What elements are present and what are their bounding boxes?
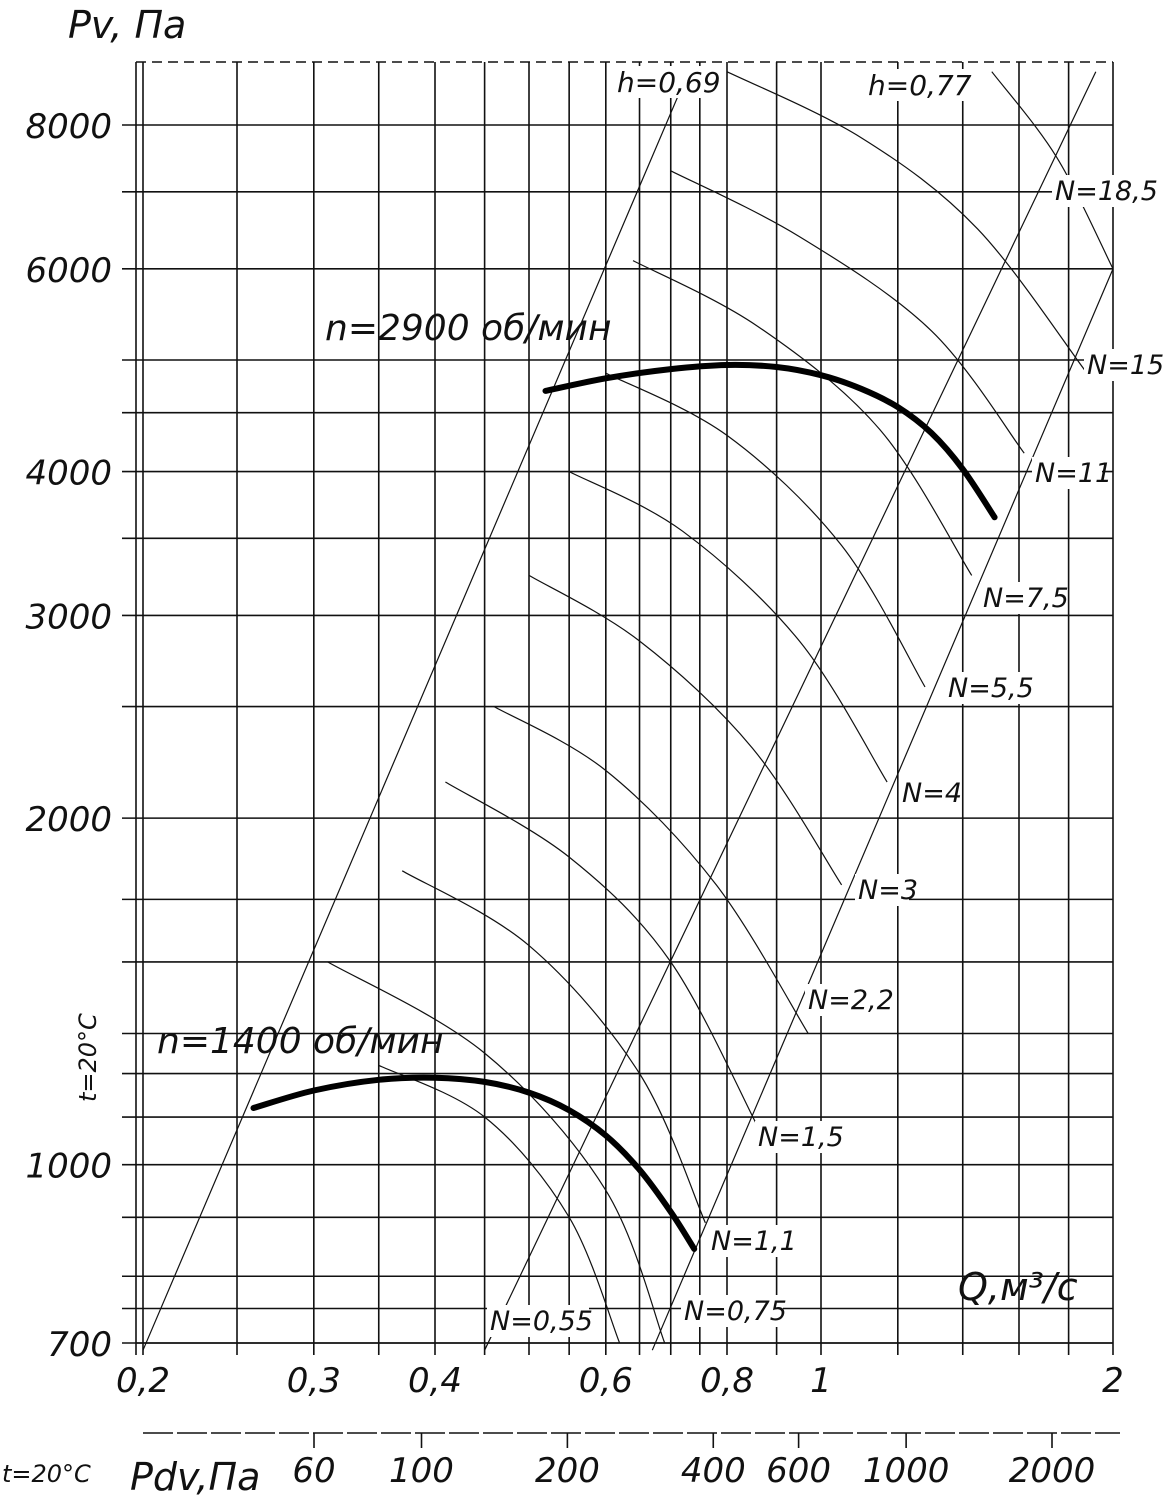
y-tick-label: 2000	[25, 800, 112, 840]
efficiency-line	[651, 268, 1114, 1351]
label-background	[708, 1225, 794, 1257]
power-curve	[493, 705, 809, 1034]
power-label: N=18,5	[1055, 176, 1158, 207]
x-tick-label: 2	[1102, 1361, 1124, 1401]
efficiency-label: h=0,77	[868, 69, 972, 102]
power-label: N=1,5	[758, 1122, 844, 1153]
pdv-tick-label: 400	[681, 1451, 746, 1491]
pdv-tick-label: 1000	[863, 1451, 950, 1491]
x-tick-label: 0,4	[408, 1361, 462, 1401]
efficiency-line	[142, 71, 689, 1351]
label-background	[487, 1305, 589, 1337]
x-tick-label: 0,6	[579, 1361, 633, 1401]
y-tick-label: 6000	[25, 251, 112, 291]
power-curves	[327, 71, 1114, 1344]
x-tick-label: 0,2	[116, 1361, 170, 1401]
power-label: N=2,2	[808, 985, 894, 1016]
label-background	[681, 1295, 783, 1327]
power-curve	[726, 71, 1086, 371]
power-label: N=3	[858, 875, 918, 906]
efficiency-label: h=0,69	[617, 66, 721, 99]
label-background	[855, 874, 909, 906]
y-tick-label: 3000	[25, 597, 112, 637]
pdv-tick-label: 2000	[1009, 1451, 1096, 1491]
power-label: N=15	[1087, 350, 1164, 381]
power-label: N=11	[1035, 458, 1112, 489]
power-label: N=5,5	[948, 673, 1034, 704]
y-axis-title: Pv, Па	[68, 3, 186, 47]
label-background	[805, 984, 891, 1016]
chart-grid	[122, 61, 1120, 1448]
pdv-tick-label: 100	[389, 1451, 454, 1491]
label-background	[980, 582, 1066, 614]
efficiency-line	[484, 71, 1097, 1351]
power-label: N=0,55	[490, 1306, 593, 1337]
label-background	[1052, 175, 1154, 207]
power-curve	[568, 471, 888, 783]
pdv-axis-title: Pdv,Па	[130, 1455, 260, 1499]
speed-curve	[250, 1074, 698, 1252]
label-background	[615, 66, 715, 98]
pdv-tick-label: 60	[292, 1451, 335, 1491]
power-curve	[327, 961, 666, 1344]
pdv-tick-label: 600	[766, 1451, 831, 1491]
y-tick-label: 700	[47, 1325, 112, 1365]
y-tick-label: 4000	[25, 454, 112, 494]
power-curve	[445, 781, 759, 1127]
chart-labels: Pv, Па Q,м³/с Pdv,Па t=20°C t=20°C 700 1000 200…	[2, 3, 1164, 1499]
power-curve	[528, 574, 843, 886]
temperature-label-bottom: t=20°C	[2, 1460, 91, 1488]
power-curve	[605, 372, 926, 688]
speed-curves	[250, 361, 998, 1252]
power-curve	[401, 870, 706, 1224]
series-label: n=2900 об/мин	[325, 308, 612, 349]
efficiency-lines	[142, 71, 1114, 1351]
x-tick-label: 0,8	[700, 1361, 754, 1401]
power-label: N=7,5	[983, 583, 1069, 614]
label-background	[899, 777, 953, 809]
label-background	[945, 672, 1031, 704]
power-curve	[991, 71, 1114, 270]
x-tick-label: 1	[810, 1361, 832, 1401]
label-background	[1084, 349, 1154, 381]
power-label: N=1,1	[711, 1226, 797, 1257]
label-background	[866, 69, 966, 101]
x-tick-label: 0,3	[287, 1361, 341, 1401]
label-background	[1032, 457, 1102, 489]
power-label: N=0,75	[684, 1296, 787, 1327]
label-background	[755, 1121, 841, 1153]
power-curve	[378, 1064, 621, 1344]
x-axis-title: Q,м³/с	[958, 1265, 1078, 1309]
y-tick-label: 1000	[25, 1147, 112, 1187]
series-label: n=1400 об/мин	[157, 1021, 444, 1062]
y-tick-label: 8000	[25, 107, 112, 147]
temperature-label-side: t=20°C	[74, 1013, 102, 1102]
speed-curve	[542, 361, 998, 521]
pdv-tick-label: 200	[535, 1451, 600, 1491]
power-curve	[632, 260, 973, 576]
power-label: N=4	[902, 778, 962, 809]
power-curve	[670, 170, 1025, 454]
